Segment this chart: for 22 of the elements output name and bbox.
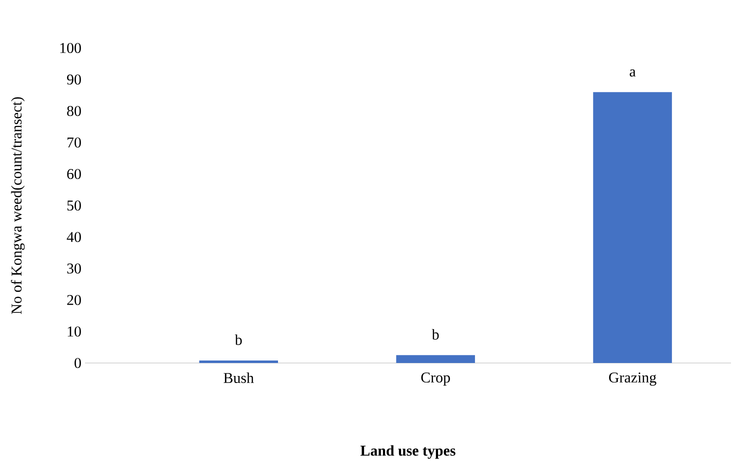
y-tick-label: 20	[67, 294, 81, 306]
y-tick-label: 100	[60, 42, 81, 54]
bar	[593, 92, 672, 363]
y-tick-label: 70	[68, 137, 81, 148]
y-axis-title: No of Kongwa weed(count/transect)	[10, 97, 25, 314]
annotation: b	[234, 334, 242, 345]
y-tick-label: 90	[67, 74, 81, 85]
bar	[199, 360, 278, 363]
bar	[396, 355, 475, 363]
y-tick-label: 40	[66, 232, 81, 242]
y-tick-label: 30	[67, 263, 81, 274]
x-tick-label: Crop	[421, 372, 450, 386]
annotation: a	[630, 69, 636, 77]
y-tick-label: 60	[67, 168, 81, 180]
y-tick-label: 80	[67, 106, 81, 116]
annotation: b	[432, 329, 439, 340]
y-tick-label: 10	[68, 326, 81, 337]
x-tick-label: Grazing	[609, 372, 656, 386]
y-tick-label: 0	[74, 358, 81, 368]
y-tick-label: 50	[67, 200, 81, 211]
x-axis-title: Land use types	[360, 445, 456, 459]
x-tick-label: Bush	[224, 372, 254, 384]
